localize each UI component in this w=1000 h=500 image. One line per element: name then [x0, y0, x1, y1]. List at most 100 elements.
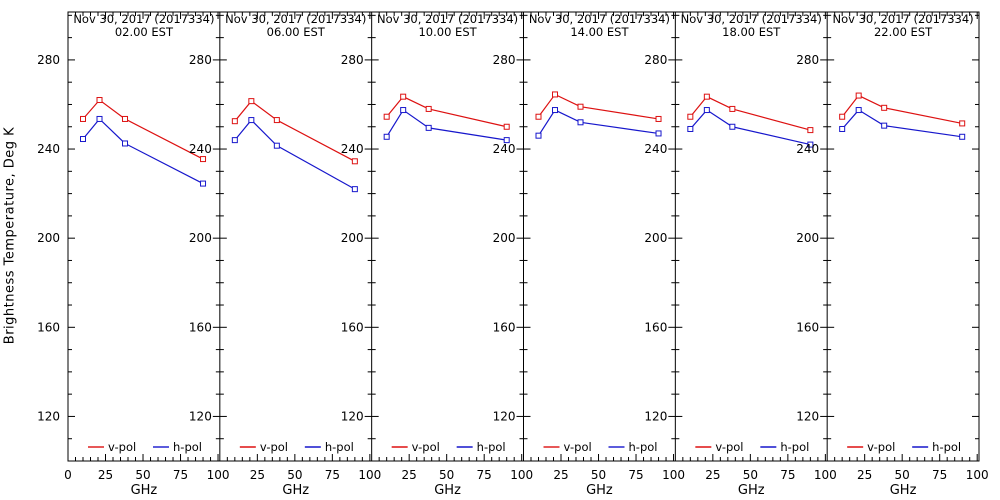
vpol-marker — [881, 104, 888, 111]
legend-hpol-label: h-pol — [780, 440, 809, 454]
y-tick-label: 240 — [341, 142, 364, 156]
hpol-marker — [383, 133, 390, 140]
y-tick-label: 280 — [493, 53, 516, 67]
hpol-marker — [351, 186, 358, 193]
y-tick-label: 120 — [189, 409, 212, 423]
hpol-marker — [248, 117, 255, 124]
legend-vpol-label: v-pol — [108, 440, 136, 454]
y-tick-label: 280 — [37, 53, 60, 67]
x-tick-label: 100 — [966, 468, 989, 482]
x-tick-label: 25 — [98, 468, 113, 482]
legend-vpol-label: v-pol — [260, 440, 288, 454]
vpol-marker — [855, 92, 862, 99]
y-tick-label: 160 — [796, 320, 819, 334]
hpol-marker — [80, 136, 87, 143]
y-tick-label: 240 — [796, 142, 819, 156]
hpol-marker — [703, 107, 710, 114]
x-axis-unit-label: GHz — [738, 483, 765, 498]
vpol-marker — [687, 113, 694, 120]
y-tick-label: 240 — [37, 142, 60, 156]
vpol-marker — [503, 123, 510, 130]
x-tick-label: 0 — [64, 468, 72, 482]
legend-hpol-label: h-pol — [629, 440, 658, 454]
vpol-line — [689, 95, 811, 131]
vpol-marker — [122, 115, 129, 122]
legend-vpol-label: v-pol — [412, 440, 440, 454]
y-tick-label: 120 — [644, 409, 667, 423]
hpol-marker — [959, 133, 966, 140]
hpol-line — [689, 109, 811, 146]
legend-hpol-label: h-pol — [173, 440, 202, 454]
y-tick-label: 200 — [796, 231, 819, 245]
x-tick-label: 50 — [287, 468, 302, 482]
vpol-marker — [729, 105, 736, 112]
vpol-marker — [807, 127, 814, 134]
y-tick-label: 160 — [37, 320, 60, 334]
y-tick-label: 120 — [341, 409, 364, 423]
panel-title-time: 06.00 EST — [267, 25, 326, 39]
hpol-marker — [400, 107, 407, 114]
x-tick-label: 25 — [857, 468, 872, 482]
y-tick-label: 240 — [493, 142, 516, 156]
panel-title-time: 10.00 EST — [418, 25, 477, 39]
vpol-line — [841, 94, 963, 125]
x-tick-label: 75 — [173, 468, 188, 482]
hpol-marker — [729, 123, 736, 130]
y-tick-label: 280 — [189, 53, 212, 67]
x-tick-label: 100 — [814, 468, 837, 482]
vpol-marker — [959, 120, 966, 127]
vpol-marker — [273, 117, 280, 124]
legend-vpol-label: v-pol — [564, 440, 592, 454]
legend-hpol-label: h-pol — [477, 440, 506, 454]
hpol-line — [386, 109, 507, 141]
vpol-marker — [535, 113, 542, 120]
vpol-marker — [248, 98, 255, 105]
vpol-marker — [231, 118, 238, 125]
x-tick-label: 75 — [780, 468, 795, 482]
panel-title-date: Nov 30, 2017 (2017334) — [73, 12, 214, 26]
x-axis-unit-label: GHz — [890, 483, 917, 498]
vpol-marker — [839, 113, 846, 120]
hpol-marker — [655, 130, 662, 137]
hpol-marker — [231, 137, 238, 144]
y-tick-label: 120 — [796, 409, 819, 423]
hpol-line — [234, 119, 356, 190]
y-tick-label: 120 — [493, 409, 516, 423]
vpol-line — [538, 93, 659, 120]
y-tick-label: 240 — [644, 142, 667, 156]
hpol-line — [841, 109, 963, 138]
y-tick-label: 280 — [644, 53, 667, 67]
hpol-marker — [200, 180, 207, 187]
y-tick-label: 240 — [189, 142, 212, 156]
hpol-line — [82, 118, 204, 185]
vpol-line — [386, 95, 507, 128]
y-tick-label: 160 — [341, 320, 364, 334]
hpol-marker — [855, 107, 862, 114]
vpol-line — [82, 99, 204, 160]
hpol-marker — [425, 124, 432, 131]
x-tick-label: 75 — [628, 468, 643, 482]
x-tick-label: 75 — [932, 468, 947, 482]
hpol-marker — [122, 140, 129, 147]
panel-title-time: 22.00 EST — [874, 25, 933, 39]
legend-vpol-label: v-pol — [715, 440, 743, 454]
x-tick-label: 50 — [439, 468, 454, 482]
hpol-marker — [552, 107, 559, 114]
vpol-marker — [200, 156, 207, 163]
vpol-marker — [552, 91, 559, 98]
hpol-marker — [535, 132, 542, 139]
hpol-marker — [503, 137, 510, 144]
x-axis-unit-label: GHz — [586, 483, 613, 498]
panel-title-time: 18.00 EST — [722, 25, 781, 39]
x-tick-label: 75 — [477, 468, 492, 482]
x-tick-label: 100 — [358, 468, 381, 482]
x-axis-unit-label: GHz — [131, 483, 158, 498]
y-tick-label: 280 — [341, 53, 364, 67]
y-tick-label: 120 — [37, 409, 60, 423]
vpol-marker — [400, 93, 407, 100]
panel-title-time: 02.00 EST — [115, 25, 174, 39]
y-tick-label: 280 — [796, 53, 819, 67]
x-tick-label: 50 — [895, 468, 910, 482]
